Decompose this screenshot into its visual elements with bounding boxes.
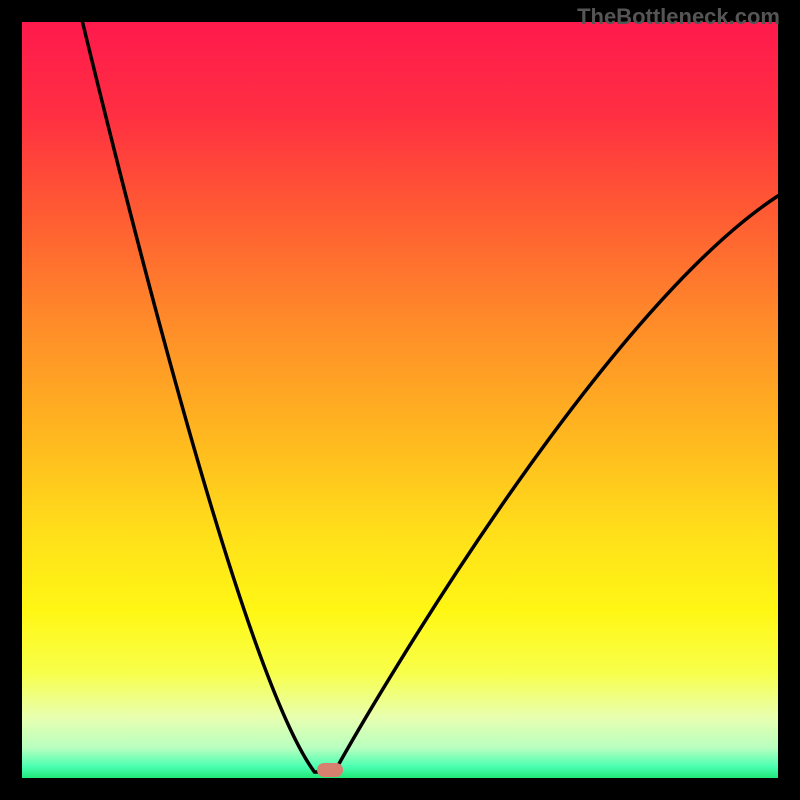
optimal-point-marker bbox=[317, 763, 343, 777]
watermark-text: TheBottleneck.com bbox=[577, 4, 780, 30]
curve-layer bbox=[0, 0, 800, 800]
bottleneck-curve bbox=[82, 22, 778, 772]
bottleneck-chart: TheBottleneck.com bbox=[0, 0, 800, 800]
